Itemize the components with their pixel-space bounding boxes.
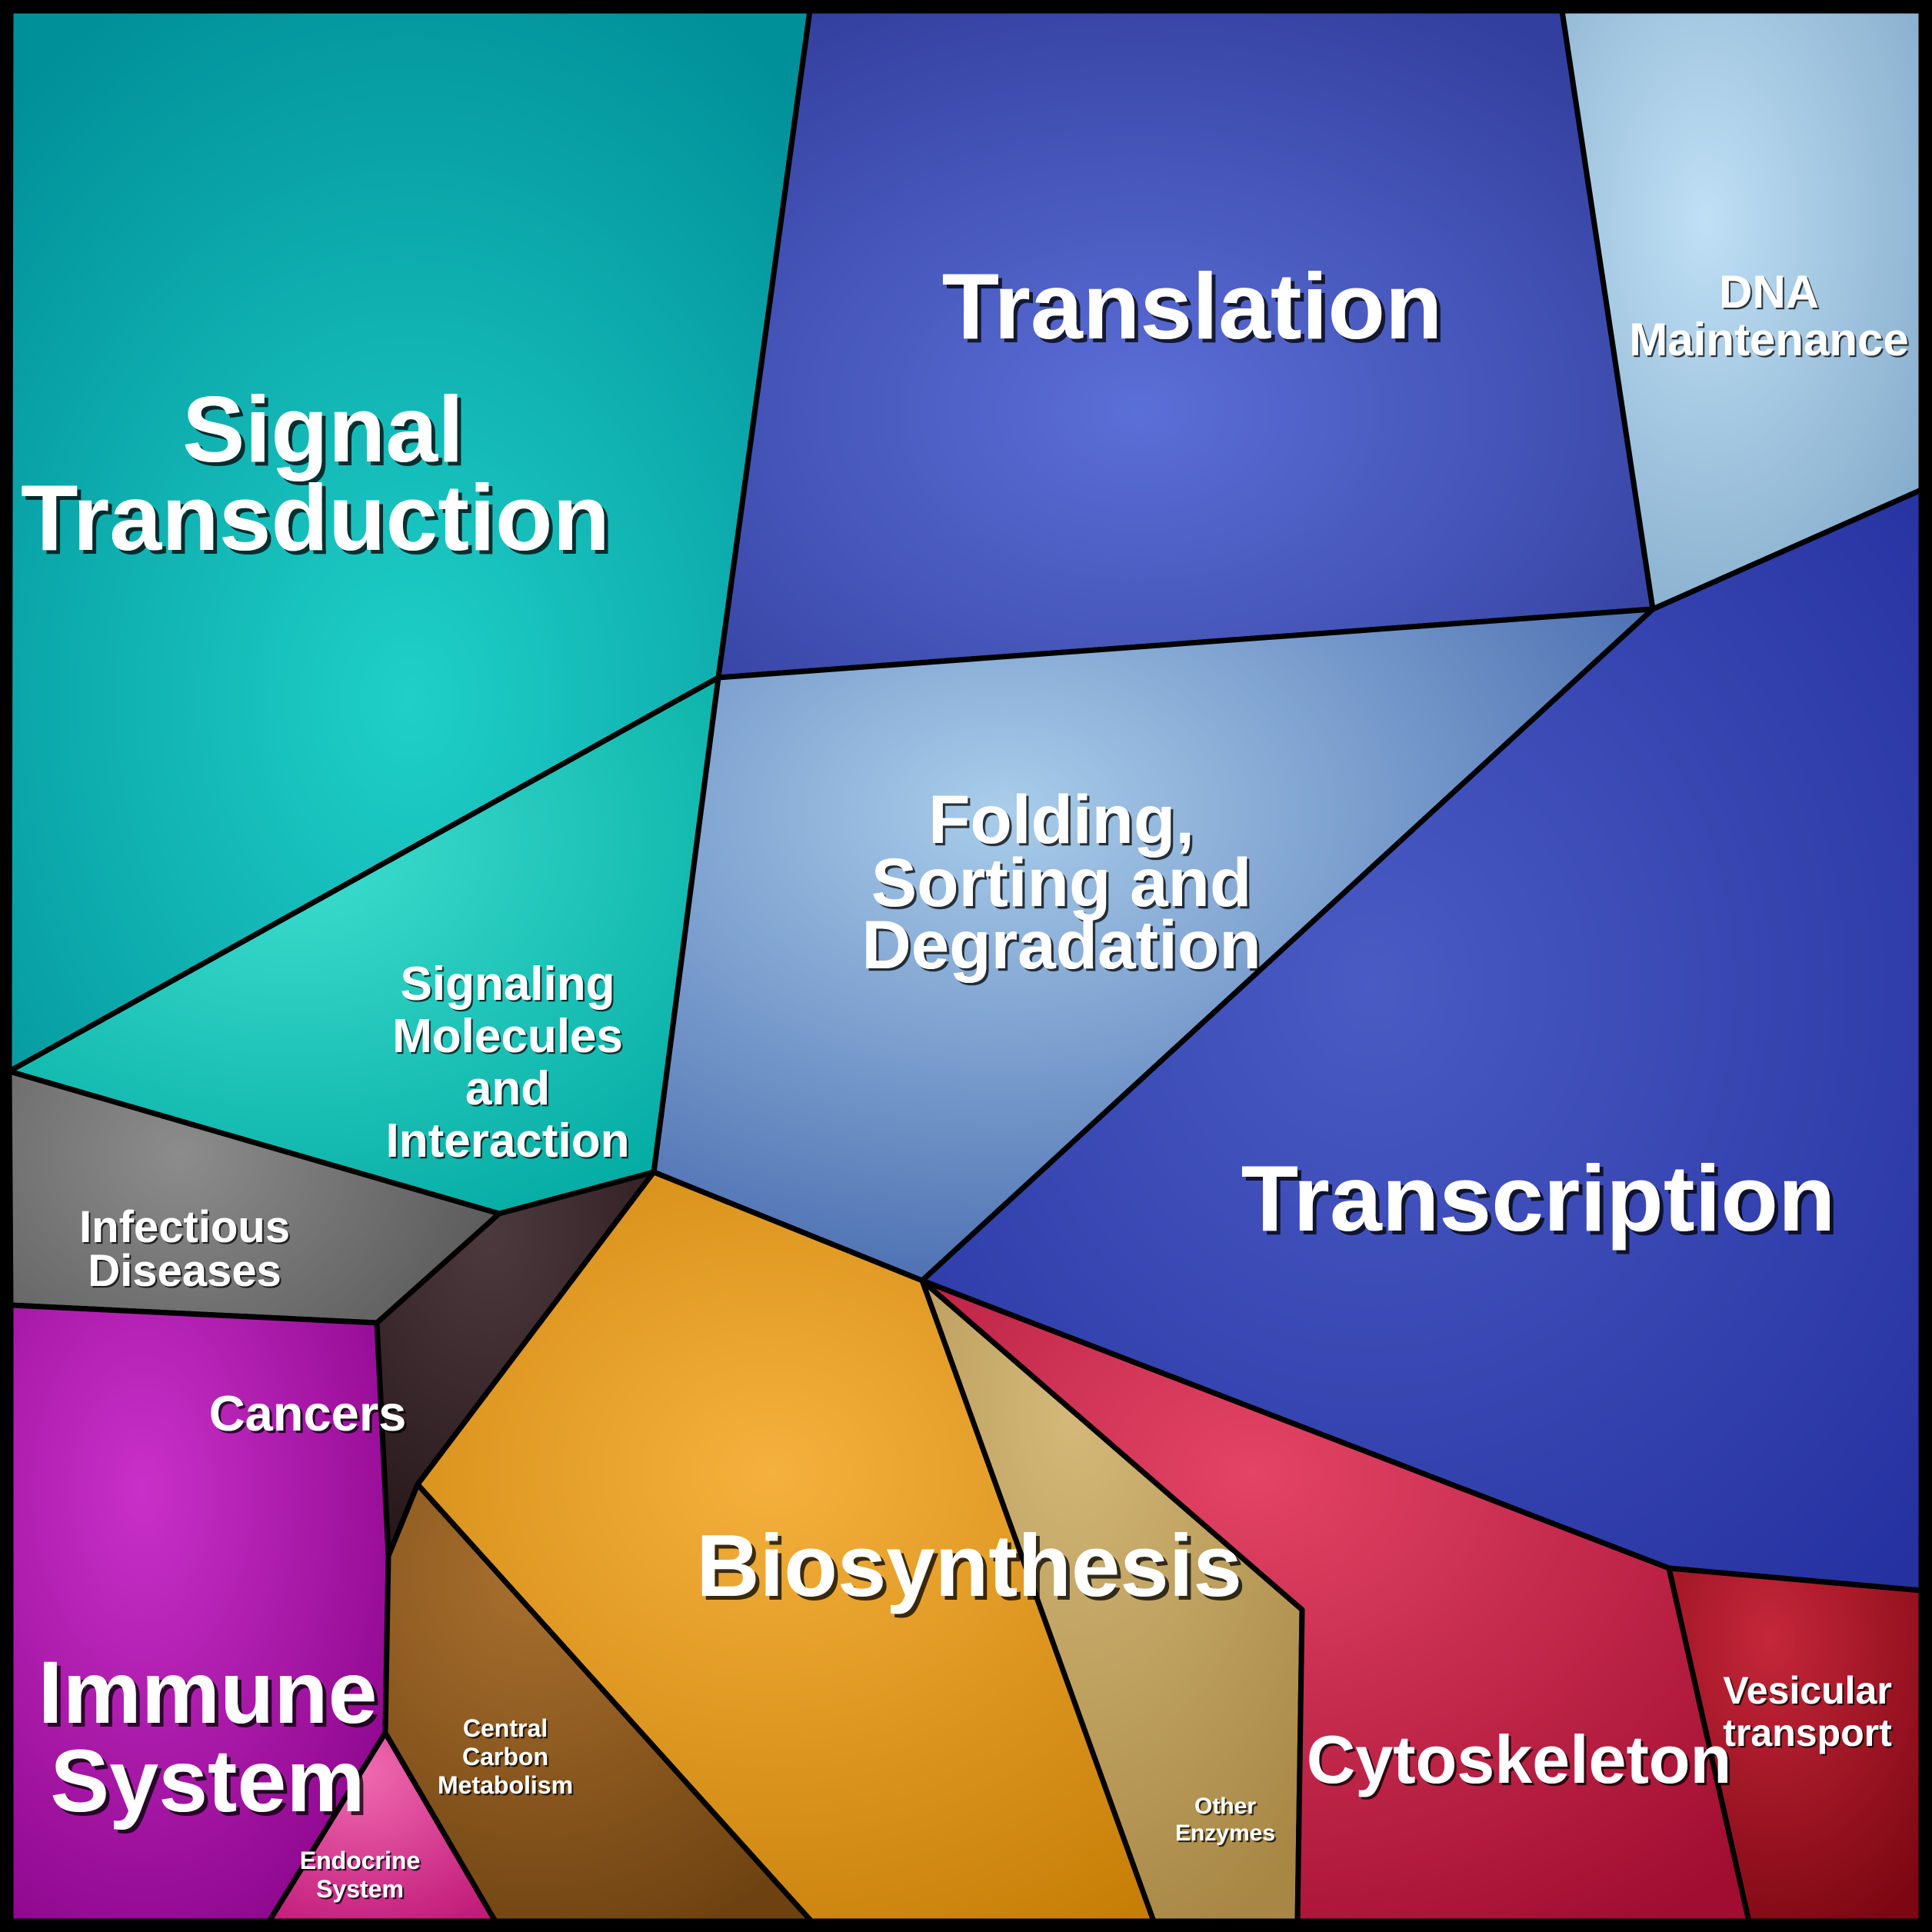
svg-text:Infectious: Infectious bbox=[79, 1202, 290, 1252]
svg-text:transport: transport bbox=[1723, 1711, 1892, 1754]
svg-text:Signaling: Signaling bbox=[401, 958, 615, 1011]
svg-text:System: System bbox=[316, 1875, 404, 1903]
svg-text:Translation: Translation bbox=[942, 254, 1443, 358]
svg-text:DNA: DNA bbox=[1719, 266, 1819, 318]
svg-text:Maintenance: Maintenance bbox=[1629, 314, 1908, 365]
svg-text:Enzymes: Enzymes bbox=[1175, 1820, 1275, 1846]
svg-text:Cytoskeleton: Cytoskeleton bbox=[1307, 1721, 1732, 1797]
svg-text:Endocrine: Endocrine bbox=[300, 1847, 420, 1874]
svg-text:Carbon: Carbon bbox=[462, 1743, 548, 1770]
svg-text:System: System bbox=[50, 1732, 365, 1830]
svg-text:Degradation: Degradation bbox=[861, 906, 1261, 983]
svg-text:Transcription: Transcription bbox=[1241, 1146, 1836, 1251]
svg-text:Diseases: Diseases bbox=[88, 1246, 281, 1296]
svg-text:Transduction: Transduction bbox=[21, 465, 610, 570]
svg-text:Metabolism: Metabolism bbox=[438, 1771, 573, 1799]
svg-text:Biosynthesis: Biosynthesis bbox=[696, 1517, 1242, 1615]
svg-text:Cancers: Cancers bbox=[209, 1385, 407, 1441]
svg-text:Central: Central bbox=[463, 1714, 548, 1742]
svg-text:Other: Other bbox=[1194, 1794, 1256, 1819]
svg-text:and: and bbox=[465, 1062, 550, 1115]
svg-text:Vesicular: Vesicular bbox=[1723, 1669, 1892, 1712]
svg-text:Immune: Immune bbox=[38, 1644, 378, 1742]
svg-text:Interaction: Interaction bbox=[386, 1114, 630, 1168]
svg-text:Molecules: Molecules bbox=[392, 1010, 623, 1063]
